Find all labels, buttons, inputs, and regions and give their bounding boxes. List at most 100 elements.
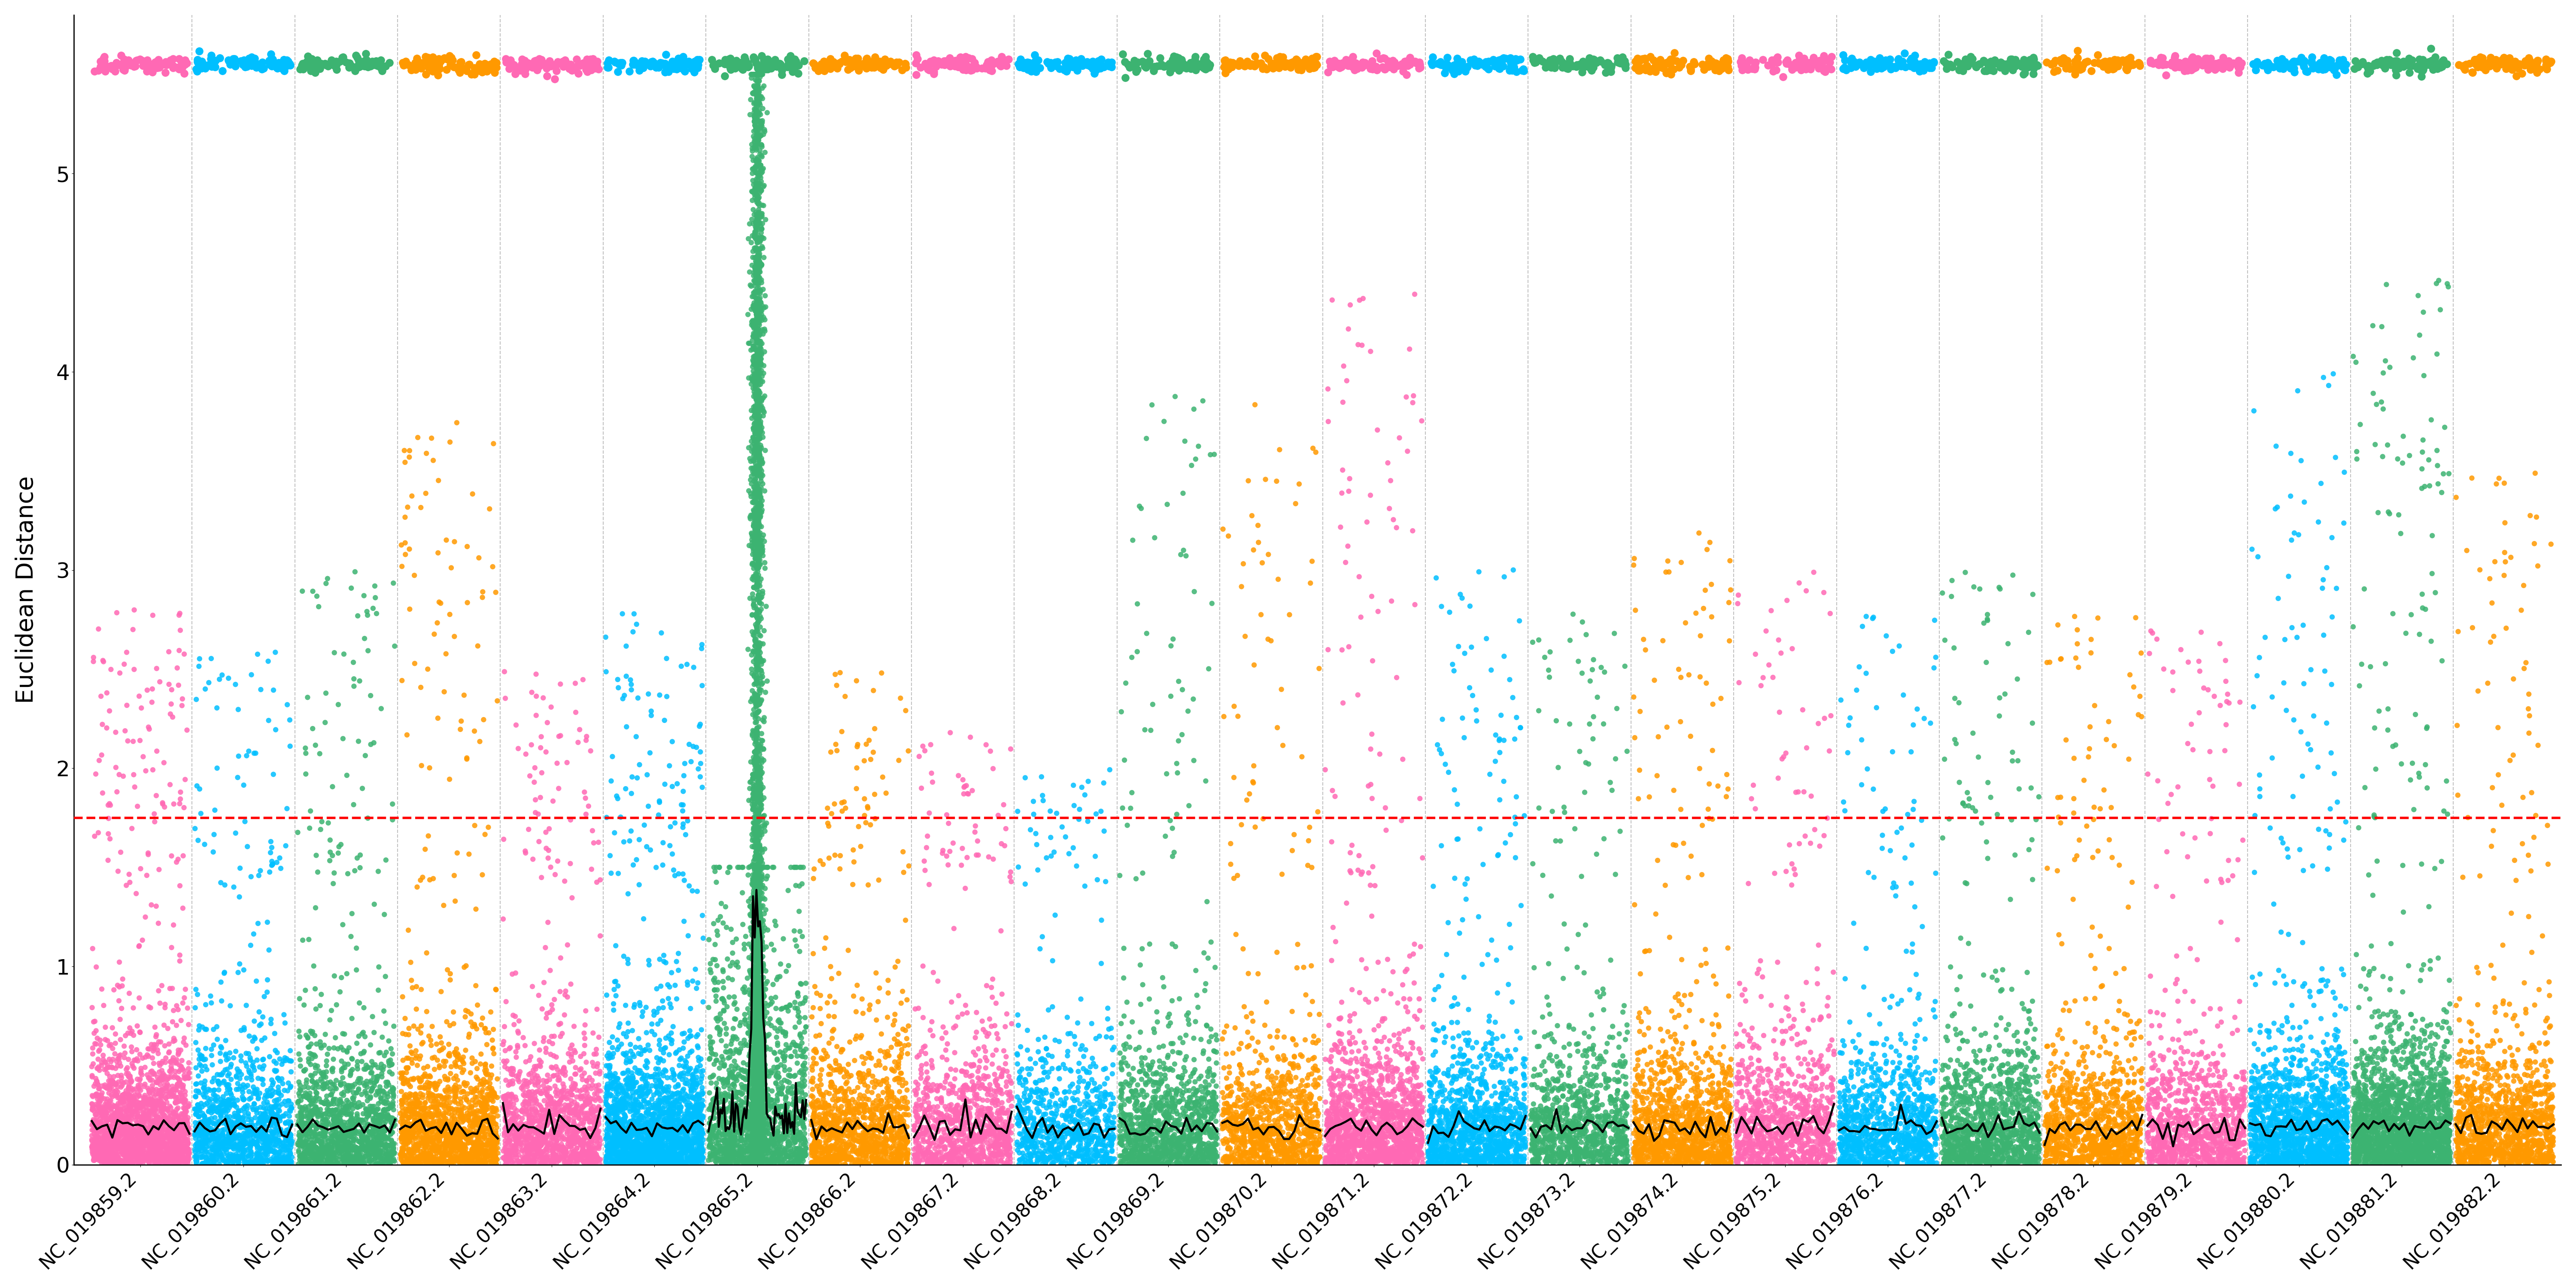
Point (554, 1130, 595, 1150)
Point (1231, 1003, 1273, 1024)
Point (2002, 1142, 2043, 1163)
Point (971, 1084, 1012, 1105)
Point (737, 1036, 778, 1056)
Point (1620, 1119, 1662, 1140)
Point (605, 1153, 647, 1173)
Point (739, 292, 781, 313)
Point (2025, 1135, 2066, 1155)
Point (2349, 1117, 2391, 1137)
Point (2007, 1082, 2048, 1103)
Point (258, 1121, 299, 1141)
Point (1260, 1070, 1301, 1091)
Point (670, 1115, 711, 1136)
Point (1260, 1091, 1301, 1112)
Point (732, 900, 773, 921)
Point (793, 1103, 835, 1123)
Point (737, 187, 778, 207)
Point (739, 990, 781, 1011)
Point (131, 1114, 173, 1135)
Point (361, 1142, 402, 1163)
Point (137, 1027, 178, 1047)
Point (361, 1133, 402, 1154)
Point (1007, 1137, 1048, 1158)
Point (2293, 1126, 2334, 1146)
Point (1829, 1081, 1870, 1101)
Point (845, 1122, 886, 1142)
Point (1270, 1081, 1311, 1101)
Point (1960, 1106, 2002, 1127)
Point (1051, 1153, 1092, 1173)
Point (744, 974, 786, 994)
Point (739, 601, 781, 622)
Point (2416, 1126, 2458, 1146)
Point (93, 1126, 134, 1146)
Point (113, 1084, 155, 1105)
Point (2184, 1118, 2226, 1139)
Point (811, 1028, 853, 1048)
Point (2311, 1126, 2352, 1146)
Point (2470, 1083, 2512, 1104)
Point (2357, 1131, 2398, 1151)
Point (860, 1137, 902, 1158)
Point (1473, 1149, 1515, 1170)
Point (1059, 1145, 1100, 1166)
Point (1947, 1065, 1989, 1086)
Point (350, 1057, 392, 1078)
Point (126, 1097, 167, 1118)
Point (160, 1113, 201, 1133)
Point (345, 55, 386, 76)
Point (662, 1141, 703, 1162)
Point (956, 831, 997, 851)
Point (2272, 1114, 2313, 1135)
Point (1708, 1130, 1749, 1150)
Point (1909, 1099, 1950, 1119)
Point (1360, 49, 1401, 70)
Point (227, 1128, 268, 1149)
Point (703, 1101, 744, 1122)
Point (739, 202, 781, 223)
Point (229, 1142, 270, 1163)
Point (1358, 1131, 1399, 1151)
Point (2164, 1112, 2205, 1132)
Point (1234, 1086, 1275, 1106)
Point (1832, 1068, 1873, 1088)
Point (2221, 1100, 2262, 1121)
Point (1422, 1121, 1463, 1141)
Point (469, 1084, 510, 1105)
Point (1213, 1018, 1255, 1038)
Point (389, 1154, 430, 1175)
Point (1937, 1119, 1978, 1140)
Point (1937, 1050, 1978, 1070)
Point (167, 1059, 209, 1079)
Point (2205, 1133, 2246, 1154)
Point (778, 1074, 819, 1095)
Point (2439, 1075, 2481, 1096)
Point (1574, 1069, 1615, 1090)
Point (162, 1112, 204, 1132)
Point (278, 1097, 319, 1118)
Point (314, 1145, 355, 1166)
Point (2354, 1119, 2396, 1140)
Point (103, 1142, 144, 1163)
Point (1989, 1154, 2030, 1175)
Point (1553, 1131, 1595, 1151)
Point (1579, 1151, 1620, 1172)
Point (1239, 1086, 1280, 1106)
Point (2530, 1109, 2571, 1130)
Point (1288, 817, 1329, 837)
Point (734, 1140, 775, 1160)
Point (587, 57, 629, 77)
Point (876, 1124, 917, 1145)
Point (2421, 1137, 2463, 1158)
Point (2115, 1133, 2156, 1154)
Point (330, 1094, 371, 1114)
Point (1636, 55, 1677, 76)
Point (739, 368, 781, 389)
Point (742, 974, 783, 994)
Point (1963, 1108, 2004, 1128)
Point (2398, 1123, 2439, 1144)
Point (394, 1150, 435, 1171)
Point (335, 1115, 376, 1136)
Point (935, 52, 976, 72)
Point (536, 1096, 577, 1117)
